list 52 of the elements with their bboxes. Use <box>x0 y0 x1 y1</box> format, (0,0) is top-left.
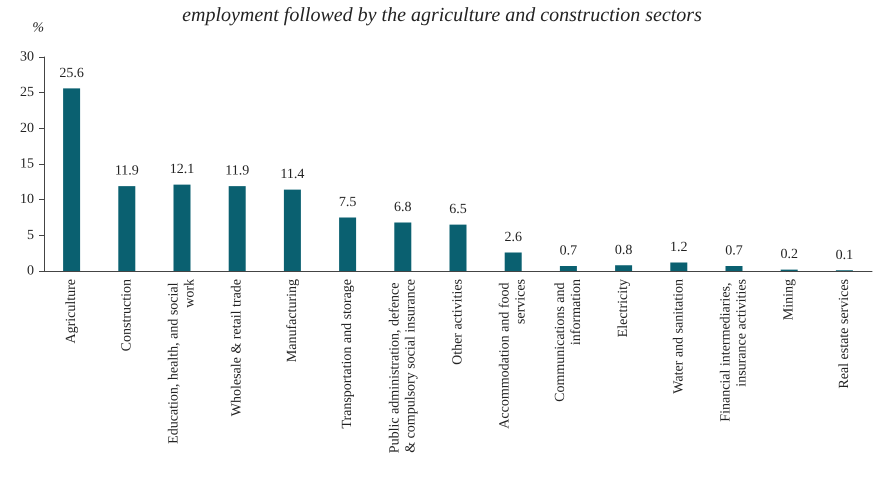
x-tick-label: Financial intermediaries, insurance activities <box>718 279 750 422</box>
chart-title: employment followed by the agriculture and construction sectors <box>182 4 702 26</box>
bar <box>560 266 577 271</box>
bar <box>339 218 356 271</box>
bar <box>450 224 466 271</box>
data-label: 11.9 <box>114 164 139 179</box>
data-label: 0.8 <box>614 242 632 258</box>
y-tick-label: 30 <box>20 50 34 64</box>
y-tick-label: 5 <box>27 228 34 243</box>
y-tick-label: 25 <box>20 85 34 100</box>
bar <box>284 190 301 271</box>
data-label: 11.9 <box>225 164 250 179</box>
y-axis-title: % <box>32 20 44 36</box>
data-label: 12.1 <box>170 162 194 178</box>
bar <box>394 222 412 271</box>
y-tick-label: 15 <box>20 156 34 172</box>
data-label: 0.1 <box>836 248 854 263</box>
data-label: 7.5 <box>338 195 356 210</box>
x-tick-label: Mining <box>782 279 797 320</box>
data-label: 0.2 <box>780 247 798 262</box>
x-tick-label: Communications and information <box>552 279 584 402</box>
data-label: 6.5 <box>449 202 467 218</box>
data-label: 11.4 <box>280 167 304 182</box>
data-label: 25.6 <box>59 66 84 81</box>
data-label: 0.7 <box>725 244 743 259</box>
x-tick-label: Manufacturing <box>284 279 300 362</box>
bar <box>118 186 136 271</box>
bar <box>615 265 632 271</box>
bar <box>504 252 522 271</box>
data-label: 2.6 <box>504 230 522 245</box>
data-label: 1.2 <box>670 240 688 255</box>
bar <box>174 184 190 271</box>
x-tick-label: Wholesale & retail trade <box>230 279 245 416</box>
data-label: 6.8 <box>394 200 412 215</box>
data-label: 0.7 <box>560 244 578 259</box>
bar <box>726 266 742 271</box>
y-tick-label: 10 <box>20 192 34 208</box>
bar <box>228 186 246 271</box>
bar <box>670 262 688 271</box>
x-tick-label: Real estate services <box>836 279 852 389</box>
x-tick-label: Accommodation and food services <box>498 279 529 429</box>
x-tick-label: Other activities <box>450 279 466 365</box>
y-tick-label: 0 <box>27 264 34 278</box>
x-tick-label: Construction <box>119 279 134 352</box>
x-tick-label: Education, health, and social work <box>166 279 198 444</box>
x-tick-label: Electricity <box>616 279 632 338</box>
x-tick-label: Agriculture <box>64 279 80 344</box>
x-tick-label: Water and sanitation <box>671 279 686 394</box>
x-tick-label: Public administration, defence & compulsory social insurance <box>387 279 418 454</box>
y-tick-label: 20 <box>20 120 34 136</box>
bar <box>63 88 80 271</box>
x-tick-label: Transportation and storage <box>340 279 356 429</box>
